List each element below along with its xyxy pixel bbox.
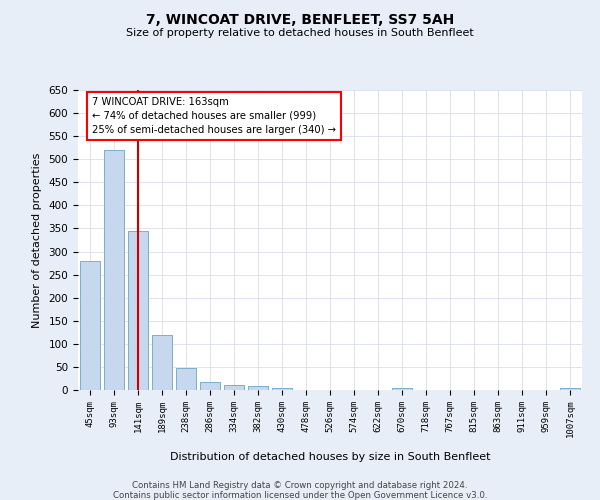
Bar <box>104 150 124 390</box>
Y-axis label: Number of detached properties: Number of detached properties <box>32 152 41 328</box>
Bar <box>560 388 580 390</box>
Bar <box>128 231 148 390</box>
Text: 7, WINCOAT DRIVE, BENFLEET, SS7 5AH: 7, WINCOAT DRIVE, BENFLEET, SS7 5AH <box>146 12 454 26</box>
Bar <box>176 368 196 390</box>
Bar <box>80 261 100 390</box>
Bar <box>272 388 292 390</box>
Bar <box>392 388 412 390</box>
Text: 7 WINCOAT DRIVE: 163sqm
← 74% of detached houses are smaller (999)
25% of semi-d: 7 WINCOAT DRIVE: 163sqm ← 74% of detache… <box>92 97 337 135</box>
Text: Contains public sector information licensed under the Open Government Licence v3: Contains public sector information licen… <box>113 491 487 500</box>
Text: Distribution of detached houses by size in South Benfleet: Distribution of detached houses by size … <box>170 452 490 462</box>
Bar <box>152 334 172 390</box>
Bar <box>224 386 244 390</box>
Bar <box>248 386 268 390</box>
Bar <box>200 382 220 390</box>
Text: Contains HM Land Registry data © Crown copyright and database right 2024.: Contains HM Land Registry data © Crown c… <box>132 481 468 490</box>
Text: Size of property relative to detached houses in South Benfleet: Size of property relative to detached ho… <box>126 28 474 38</box>
